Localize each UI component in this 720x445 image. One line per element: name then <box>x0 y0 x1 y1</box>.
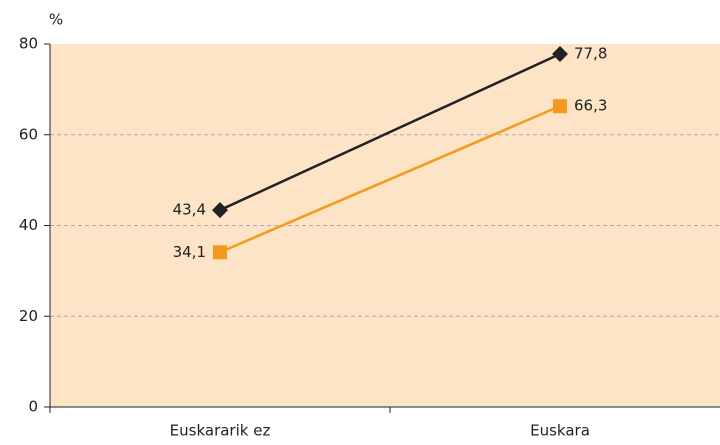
data-label: 66,3 <box>574 97 607 115</box>
marker <box>552 45 568 62</box>
data-label: 77,8 <box>574 44 607 62</box>
y-tick-label: 60 <box>19 125 38 143</box>
marker <box>213 245 227 260</box>
y-axis-label: % <box>49 11 63 29</box>
y-tick-label: 40 <box>19 216 38 234</box>
data-label: 43,4 <box>173 201 206 219</box>
marker <box>212 202 228 219</box>
y-tick-label: 20 <box>19 307 38 325</box>
y-tick-label: 80 <box>19 35 38 53</box>
series-line <box>219 52 561 212</box>
marker <box>553 99 567 114</box>
data-label: 34,1 <box>173 243 206 261</box>
x-tick-label: Euskararik ez <box>170 422 271 440</box>
plot-area <box>50 44 720 407</box>
series-line <box>219 105 561 254</box>
y-tick-label: 0 <box>28 398 38 416</box>
x-tick-label: Euskara <box>530 422 590 440</box>
